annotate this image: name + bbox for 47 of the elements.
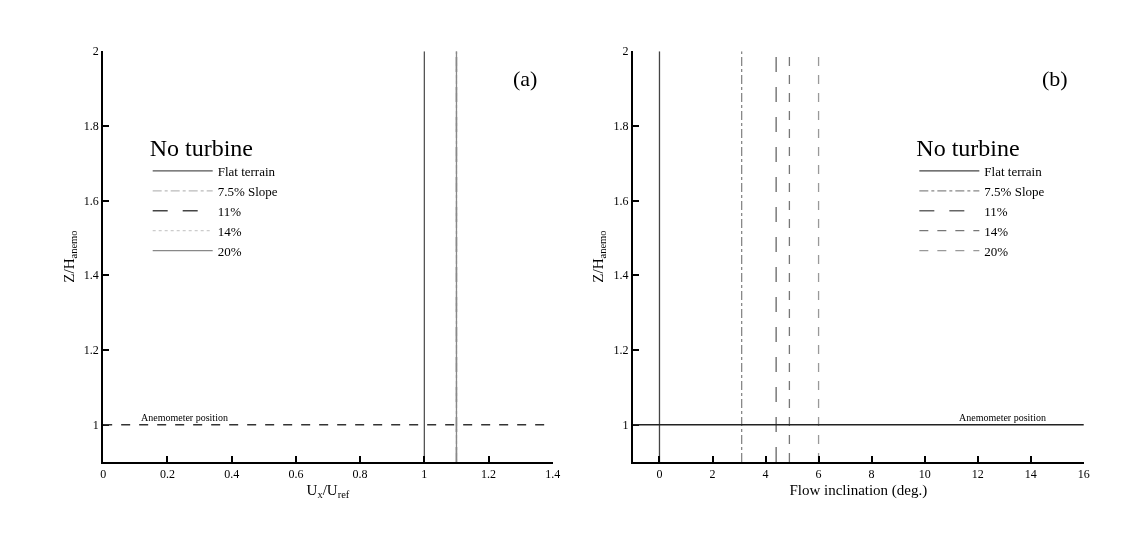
x-tick-label: 0.6 [288,467,304,482]
legend-label: 20% [217,243,242,259]
x-tick-label: 14 [1024,467,1037,482]
y-tick-label: 1.8 [83,119,99,134]
x-tick-label: 12 [971,467,984,482]
x-tick-label: 1.4 [545,467,561,482]
x-axis-title: U$_{x}$/U$_{ref}$ [306,481,350,501]
legend-label: 14% [984,223,1009,239]
x-tick-label: 10 [918,467,931,482]
y-tick-label: 1.6 [613,193,629,208]
x-tick-label: 1 [421,467,428,482]
legend-label: Flat terrain [217,164,276,180]
legend-label: 11% [217,203,242,219]
ref-line-label: Anemometer position [141,412,228,423]
y-tick-label: 1.4 [613,268,629,283]
y-tick-label: 1.8 [613,119,629,134]
annotation: (b) [1042,66,1068,91]
y-tick-label: 1.4 [83,268,99,283]
legend-label: 20% [984,243,1009,259]
y-tick-label: 2 [92,44,99,59]
y-tick-label: 1 [92,417,99,432]
ref-line-label: Anemometer position [959,412,1046,423]
y-tick-label: 2 [622,44,629,59]
x-tick-label: 1.2 [481,467,497,482]
x-tick-label: 4 [762,467,769,482]
x-tick-label: 0.8 [352,467,368,482]
y-tick-label: 1 [622,417,629,432]
legend-title: No turbine [149,135,253,162]
legend-label: 7.5% Slope [217,183,278,199]
legend-label: 7.5% Slope [984,183,1045,199]
annotation: (a) [513,66,538,91]
legend-label: 14% [217,223,242,239]
x-axis-title: Flow inclination (deg.) [789,481,928,499]
x-tick-label: 16 [1077,467,1090,482]
x-tick-label: 8 [868,467,875,482]
x-tick-label: 2 [709,467,716,482]
legend-label: Flat terrain [984,164,1043,180]
x-tick-label: 0.4 [224,467,240,482]
x-tick-label: 0 [100,467,107,482]
y-tick-label: 1.2 [613,343,629,358]
y-tick-label: 1.2 [83,343,99,358]
x-tick-label: 6 [815,467,822,482]
x-tick-label: 0 [656,467,663,482]
legend-title: No turbine [916,135,1020,162]
y-tick-label: 1.6 [83,193,99,208]
legend-label: 11% [984,203,1008,219]
x-tick-label: 0.2 [159,467,175,482]
